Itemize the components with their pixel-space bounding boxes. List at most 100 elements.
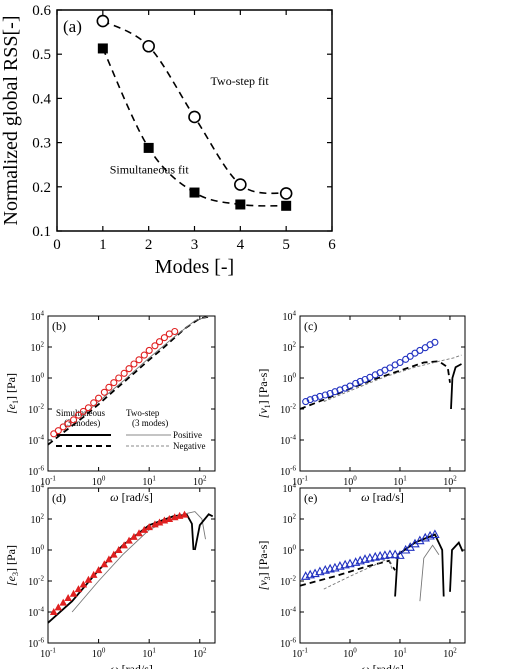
data-point — [180, 510, 189, 518]
y-tick-label: 102 — [31, 513, 45, 527]
x-tick-label: 100 — [343, 475, 357, 489]
y-tick-label: 0.2 — [32, 180, 51, 196]
data-point — [115, 374, 123, 382]
x-tick-label: 100 — [92, 647, 106, 661]
x-tick-label: 100 — [343, 647, 357, 661]
x-tick-label: 101 — [142, 647, 156, 661]
data-point — [135, 356, 143, 364]
x-axis-label: ω [rad/s] — [361, 662, 404, 669]
positive-curve — [394, 533, 445, 597]
x-tick-label: 3 — [191, 237, 199, 253]
x-tick-label: 10-1 — [40, 647, 56, 661]
negative-thin-curve — [323, 354, 462, 403]
negative-curve — [299, 360, 451, 410]
y-tick-label: 10-2 — [28, 403, 44, 417]
data-point — [96, 14, 110, 28]
y-tick-label: 100 — [283, 372, 297, 386]
panel-label: (a) — [63, 17, 82, 36]
data-point — [171, 327, 179, 336]
data-point — [315, 566, 325, 576]
x-axis-label: ω [rad/s] — [361, 490, 404, 504]
y-tick-label: 0.3 — [32, 136, 51, 152]
data-point — [110, 379, 118, 387]
data-point — [64, 594, 72, 602]
data-point — [396, 358, 404, 367]
data-point — [386, 364, 394, 372]
legend-col1-sub: (3 modes) — [64, 418, 100, 428]
legend-negative: Negative — [173, 441, 205, 451]
data-point — [160, 334, 168, 342]
positive-thin-curve — [71, 511, 206, 613]
x-tick-label: 101 — [142, 475, 156, 489]
positive-curve — [450, 363, 462, 410]
data-point — [279, 187, 293, 200]
legend-col2-sub: (3 modes) — [132, 418, 168, 428]
data-point — [97, 43, 108, 54]
data-point — [416, 346, 424, 354]
y-axis-label: Normalized global RSS[-] — [0, 16, 22, 226]
data-point — [188, 110, 201, 124]
data-point — [135, 529, 143, 537]
y-tick-label: 10-4 — [280, 434, 296, 448]
data-point — [155, 338, 164, 346]
x-tick-label: 102 — [193, 475, 207, 489]
data-point — [79, 407, 87, 415]
data-point — [151, 342, 159, 350]
data-point — [114, 546, 123, 553]
data-point — [105, 555, 113, 563]
data-point — [70, 416, 78, 424]
data-point — [49, 608, 58, 615]
x-tick-label: 6 — [328, 237, 336, 253]
y-tick-label: 104 — [283, 310, 297, 324]
y-tick-label: 10-6 — [280, 465, 296, 479]
y-tick-label: 0.5 — [32, 47, 51, 63]
x-tick-label: 101 — [393, 475, 407, 489]
y-tick-label: 102 — [31, 341, 45, 355]
y-tick-label: 0.4 — [32, 91, 51, 107]
data-point — [306, 396, 314, 404]
data-point — [130, 532, 138, 540]
positive-curve-2 — [194, 513, 214, 551]
data-point — [380, 550, 390, 559]
y-tick-label: 10-4 — [28, 606, 44, 620]
panel-label: (c) — [304, 319, 317, 333]
data-point — [143, 142, 154, 153]
data-point — [64, 420, 72, 428]
negative-curve — [299, 559, 396, 587]
data-point — [345, 558, 355, 568]
panel-e: 10-1 100 101 102 10-6 10-4 10-2 100 102 104 ω [rad… — [256, 482, 466, 669]
y-tick-label: 10-4 — [28, 434, 44, 448]
data-point — [140, 351, 148, 359]
y-tick-label: 10-2 — [280, 575, 296, 589]
data-point — [100, 560, 109, 568]
plot-frame — [47, 487, 216, 644]
panel-d: 10-1 100 101 102 10-6 10-4 10-2 100 102 104 ω [rad… — [4, 482, 216, 669]
y-tick-label: 100 — [31, 372, 45, 386]
data-point — [346, 382, 354, 390]
data-point — [311, 394, 319, 402]
y-axis-label: [e3] [Pa] — [4, 545, 20, 586]
annotation-two-step: Two-step fit — [211, 74, 270, 88]
legend-positive: Positive — [173, 430, 202, 440]
x-tick-label: 10-1 — [292, 475, 308, 489]
data-point — [125, 536, 133, 544]
data-point — [165, 515, 174, 522]
data-point — [142, 39, 155, 53]
data-point — [54, 427, 62, 435]
y-tick-label: 10-2 — [28, 575, 44, 589]
data-point — [326, 389, 334, 398]
y-tick-label: 100 — [31, 544, 45, 558]
y-tick-label: 104 — [31, 482, 45, 496]
positive-curve-2 — [449, 540, 464, 592]
y-tick-label: 10-6 — [28, 637, 44, 651]
data-point — [395, 550, 405, 559]
x-tick-label: 5 — [282, 237, 290, 253]
x-tick-label: 102 — [193, 647, 207, 661]
data-point — [281, 200, 292, 211]
data-point — [155, 518, 164, 526]
x-axis-label: Modes [-] — [155, 256, 234, 278]
data-point — [84, 404, 92, 412]
data-point — [431, 338, 439, 346]
y-tick-label: 0.6 — [32, 3, 51, 19]
data-point — [335, 561, 345, 570]
